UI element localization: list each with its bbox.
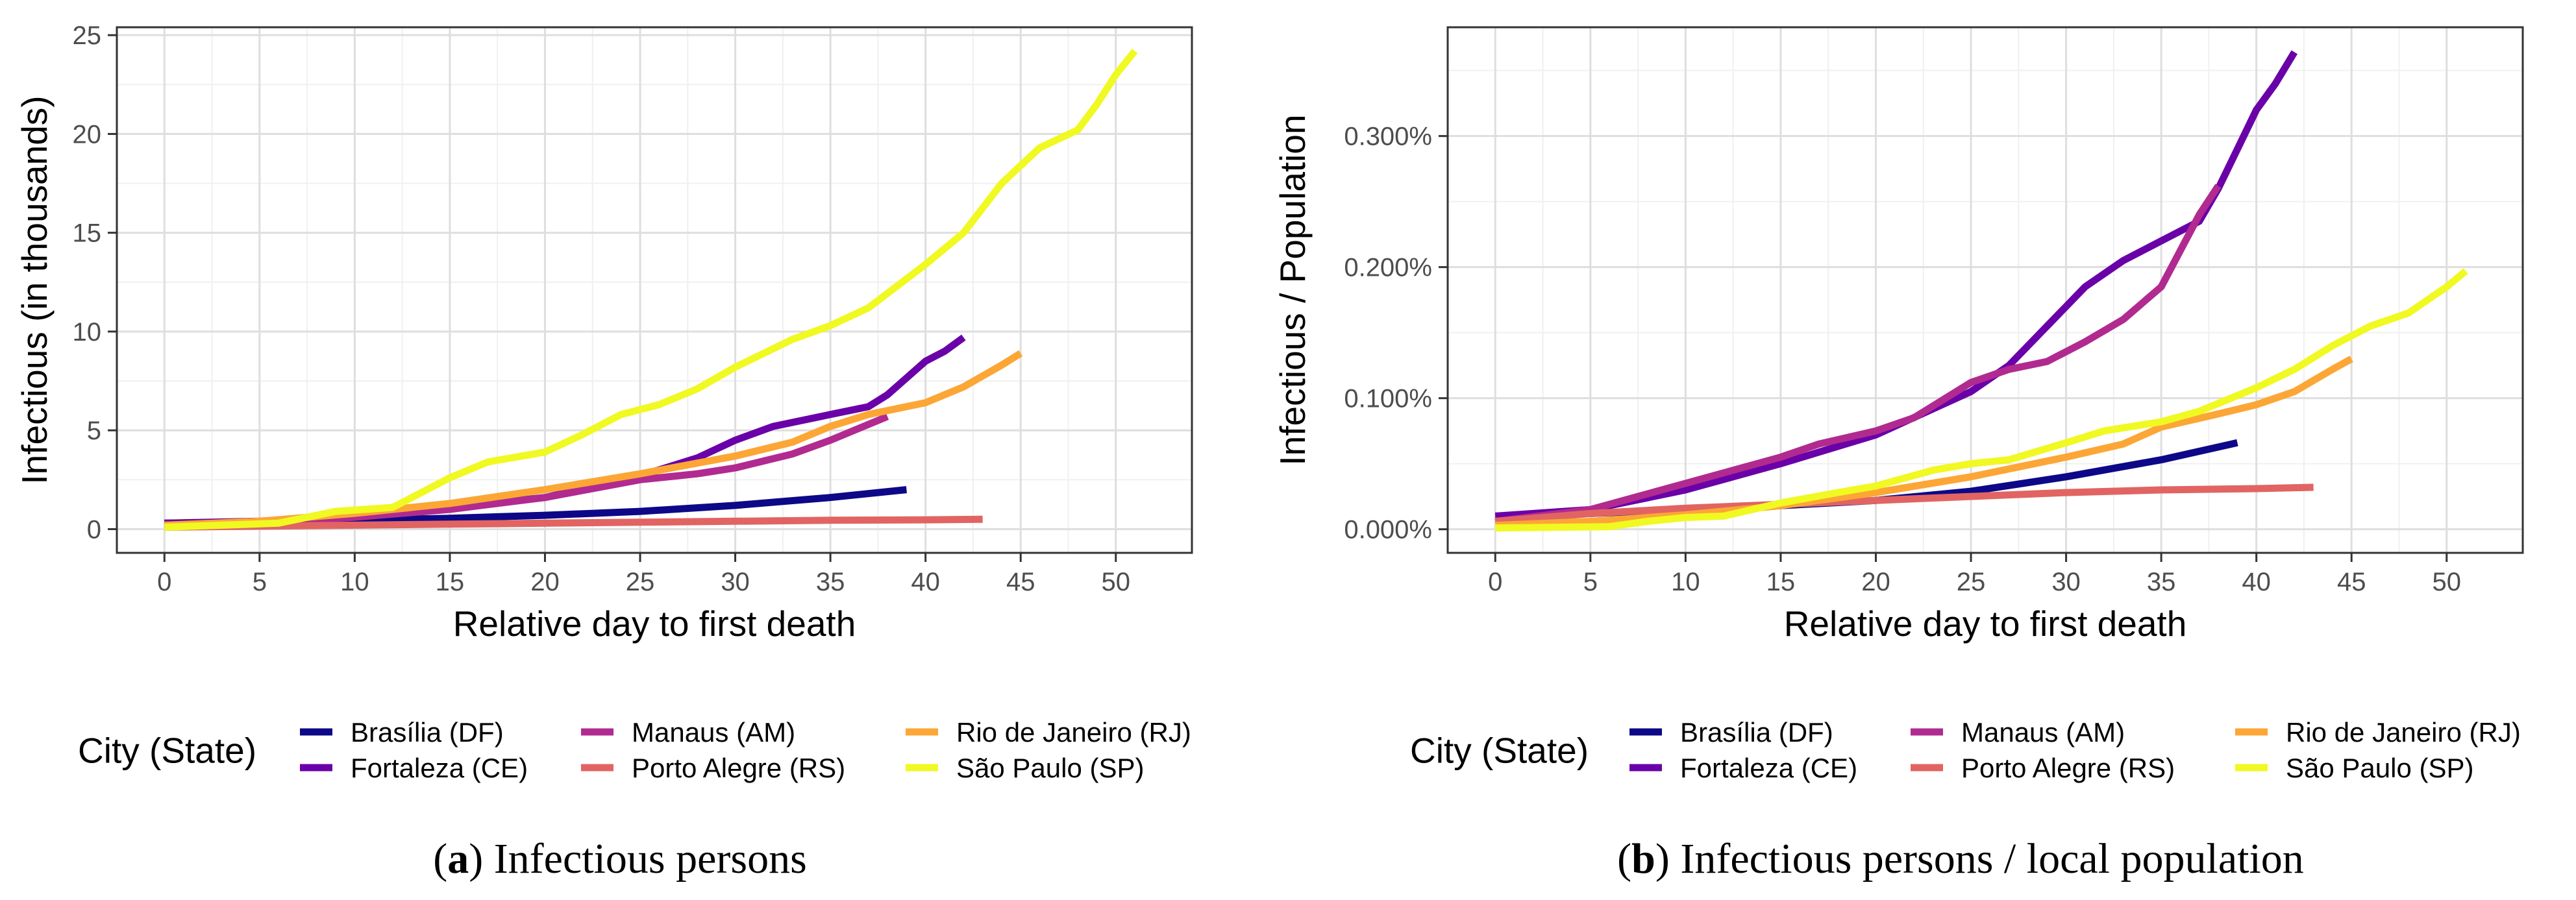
legend-label: Fortaleza (CE): [351, 753, 528, 783]
legend-title: City (State): [1410, 731, 1589, 771]
legend-item: Fortaleza (CE): [300, 753, 528, 783]
legend-item: Fortaleza (CE): [1629, 753, 1857, 783]
legend-label: Brasília (DF): [351, 717, 504, 748]
x-tick-label: 10: [340, 568, 369, 596]
legend-item: Brasília (DF): [1629, 717, 1833, 748]
x-tick-label: 10: [1671, 568, 1700, 596]
legend-label: São Paulo (SP): [956, 753, 1145, 783]
caption-text: Infectious persons / local population: [1670, 835, 2304, 882]
y-axis-title: Infectious / Population: [1272, 114, 1313, 465]
series-line-porto-alegre-rs: [164, 515, 983, 531]
y-tick-label: 10: [73, 318, 102, 347]
legend-label: Porto Alegre (RS): [1961, 753, 2175, 783]
x-tick-label: 15: [1766, 568, 1796, 596]
plot-border: [1446, 26, 2524, 554]
legend: City (State) Brasília (DF) Fortaleza (CE) M…: [78, 717, 1191, 783]
y-tick-label: 15: [73, 219, 102, 248]
legend-item: Rio de Janeiro (RJ): [2235, 717, 2521, 748]
x-tick-label: 0: [1488, 568, 1502, 596]
legend-item: Manaus (AM): [581, 717, 795, 748]
x-tick-label: 45: [1006, 568, 1035, 596]
x-tick-label: 40: [911, 568, 940, 596]
legend-item: Porto Alegre (RS): [1911, 753, 2175, 783]
x-tick-label: 35: [2147, 568, 2176, 596]
x-tick-label: 15: [436, 568, 465, 596]
x-tick-label: 35: [816, 568, 845, 596]
y-tick-label: 0.100%: [1344, 385, 1432, 413]
series-line-rio-de-janeiro-rj: [1495, 356, 2353, 529]
y-axis-title: Infectious (in thousands): [14, 95, 55, 484]
legend: City (State) Brasília (DF) Fortaleza (CE) M…: [1410, 717, 2521, 783]
x-axis-title: Relative day to first death: [453, 603, 856, 644]
legend-label: Fortaleza (CE): [1680, 753, 1857, 783]
legend-label: Rio de Janeiro (RJ): [2286, 717, 2521, 748]
caption-text: Infectious persons: [483, 835, 807, 882]
y-tick-label: 20: [73, 120, 102, 149]
legend-title: City (State): [78, 731, 256, 771]
legend-item: Brasília (DF): [300, 717, 504, 748]
caption-letter: a: [447, 835, 469, 882]
x-tick-label: 25: [626, 568, 655, 596]
legend-label: Manaus (AM): [632, 717, 795, 748]
x-tick-label: 30: [721, 568, 750, 596]
legend-label: Manaus (AM): [1961, 717, 2125, 748]
legend-item: São Paulo (SP): [2235, 753, 2474, 783]
y-tick-label: 5: [87, 417, 101, 445]
y-tick-label: 0.200%: [1344, 254, 1432, 282]
x-tick-label: 5: [253, 568, 267, 596]
panel-caption: (a) Infectious persons: [433, 835, 807, 882]
legend-label: Rio de Janeiro (RJ): [956, 717, 1191, 748]
x-tick-label: 20: [1861, 568, 1890, 596]
series-line-s-o-paulo-sp: [164, 49, 1138, 531]
x-tick-label: 0: [157, 568, 171, 596]
legend-item: São Paulo (SP): [906, 753, 1145, 783]
legend-label: Brasília (DF): [1680, 717, 1833, 748]
x-tick-label: 45: [2337, 568, 2366, 596]
series-line-porto-alegre-rs: [1494, 483, 2314, 525]
x-tick-label: 5: [1583, 568, 1598, 596]
series-line-fortaleza-ce: [1494, 50, 2298, 520]
panel-a-infectious-persons: 0 5 10 15 20 25 30 35 40 45 50 0 5 10 15 20 25 Relative d…: [14, 21, 1193, 882]
series-line-manaus-am: [1494, 184, 2222, 525]
plot-background: [117, 27, 1192, 553]
y-tick-label: 25: [73, 21, 102, 50]
x-tick-label: 50: [1102, 568, 1131, 596]
caption-paren-open: (: [1617, 835, 1631, 882]
legend-label: Porto Alegre (RS): [632, 753, 845, 783]
caption-paren-open: (: [433, 835, 447, 882]
x-tick-label: 30: [2051, 568, 2081, 596]
caption-letter: b: [1631, 835, 1655, 882]
x-tick-label: 50: [2433, 568, 2462, 596]
y-tick-label: 0.000%: [1344, 516, 1432, 544]
x-tick-label: 20: [530, 568, 560, 596]
y-tick-label: 0: [87, 515, 101, 544]
legend-item: Manaus (AM): [1911, 717, 2125, 748]
caption-paren-close: ): [1655, 835, 1670, 882]
plot-border: [116, 26, 1193, 554]
y-tick-label: 0.300%: [1344, 123, 1432, 151]
caption-paren-close: ): [469, 835, 483, 882]
x-tick-label: 40: [2242, 568, 2271, 596]
legend-label: São Paulo (SP): [2286, 753, 2474, 783]
panel-b-infectious-per-population: 0 5 10 15 20 25 30 35 40 45 50 0.000% 0.100% 0.200% 0.…: [1272, 26, 2524, 882]
series-line-s-o-paulo-sp: [1495, 268, 2468, 532]
legend-item: Rio de Janeiro (RJ): [906, 717, 1191, 748]
x-axis-title: Relative day to first death: [1784, 603, 2187, 644]
x-tick-label: 25: [1957, 568, 1986, 596]
panel-caption: (b) Infectious persons / local populatio…: [1617, 835, 2304, 882]
legend-item: Porto Alegre (RS): [581, 753, 845, 783]
